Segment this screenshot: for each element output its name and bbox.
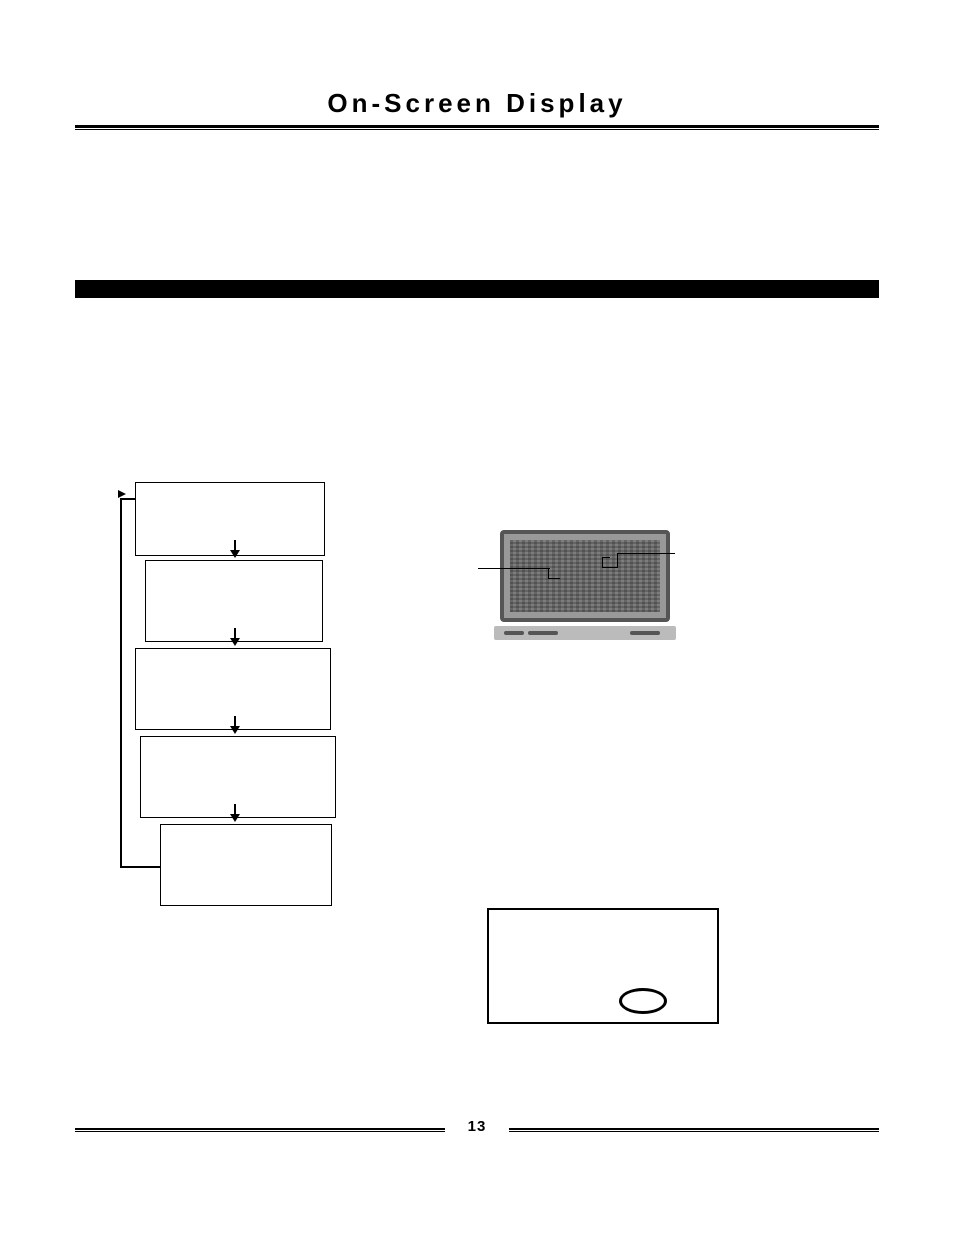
flow-arrow-head-icon (230, 814, 240, 822)
flow-arrow-head-icon (230, 550, 240, 558)
flow-loop-vertical (120, 498, 122, 868)
tv-callout-line (548, 578, 560, 579)
flow-loop-bottom-connector (120, 866, 162, 868)
tv-base-slot (504, 631, 524, 635)
tv-base-slot (630, 631, 660, 635)
tv-illustration (500, 530, 670, 640)
flow-arrow-head-icon (230, 726, 240, 734)
flow-box (140, 736, 336, 818)
flow-box (135, 648, 331, 730)
flow-arrow-head-icon (230, 638, 240, 646)
tv-frame (500, 530, 670, 622)
flow-loop-top-connector (120, 498, 136, 500)
button-oval-icon (619, 988, 667, 1014)
manual-page: On-Screen Display (0, 0, 954, 1235)
title-rule (75, 125, 879, 130)
page-title: On-Screen Display (0, 88, 954, 119)
tv-callout-line (478, 568, 550, 569)
tv-callout-line (602, 557, 610, 558)
page-number: 13 (0, 1118, 954, 1135)
tv-callout-line (617, 553, 618, 567)
tv-base (494, 626, 676, 640)
flow-box (160, 824, 332, 906)
tv-callout-line (548, 568, 549, 578)
detail-box (487, 908, 719, 1024)
flow-box (135, 482, 325, 556)
tv-callout-line (602, 557, 603, 567)
section-bar (75, 280, 879, 298)
tv-callout-line (602, 567, 618, 568)
tv-base-slot (528, 631, 558, 635)
footer-rule-right (509, 1128, 879, 1132)
tv-screen (510, 540, 660, 612)
flow-loop-arrowhead (118, 490, 126, 498)
tv-callout-line (617, 553, 675, 554)
